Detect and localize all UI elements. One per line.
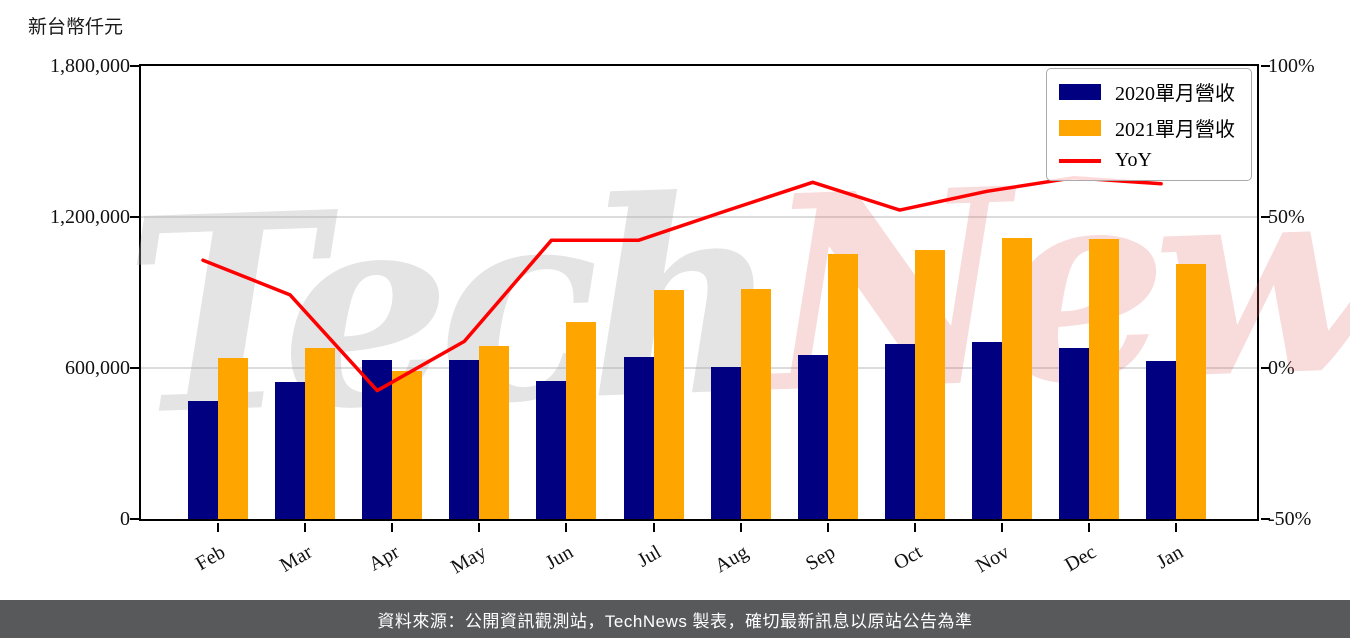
legend: 2020單月營收 2021單月營收 YoY xyxy=(1046,68,1252,181)
left-axis-tick-mark xyxy=(130,216,139,218)
x-axis-tick-mark xyxy=(913,523,916,532)
left-axis-tick-label: 1,800,000 xyxy=(50,55,130,77)
footer-bar: 資料來源：公開資訊觀測站，TechNews 製表，確切最新訊息以原站公告為準 xyxy=(0,600,1350,638)
yoy-line xyxy=(201,175,1163,393)
left-axis-tick-mark xyxy=(130,65,139,67)
x-axis-tick-mark xyxy=(1088,523,1090,532)
bar-2021單月營收-Mar xyxy=(305,348,336,519)
right-axis-tick-label: 50% xyxy=(1268,206,1305,228)
right-axis-tick-label: 0% xyxy=(1268,357,1295,379)
left-axis-tick-label: 600,000 xyxy=(65,357,130,379)
bar-2020單月營收-Jan xyxy=(1146,361,1177,519)
grid-line xyxy=(141,216,1257,218)
bar-2021單月營收-Dec xyxy=(1089,238,1119,519)
x-axis-tick-mark xyxy=(739,523,742,532)
left-axis-tick-label: 1,200,000 xyxy=(50,206,130,228)
bar-2020單月營收-Mar xyxy=(275,381,306,519)
right-axis-tick-label: 100% xyxy=(1268,55,1315,77)
bar-2021單月營收-Jan xyxy=(1176,264,1207,519)
bar-2020單月營收-May xyxy=(449,360,480,519)
grid-line xyxy=(141,367,1257,369)
legend-bar-swatch xyxy=(1059,119,1101,136)
x-axis-tick-mark xyxy=(565,523,568,532)
bar-2021單月營收-Feb xyxy=(218,358,248,519)
bar-2021單月營收-Oct xyxy=(914,249,945,519)
left-axis-tick-mark xyxy=(130,518,139,520)
x-axis-tick-mark xyxy=(1000,523,1003,532)
legend-line-swatch xyxy=(1059,158,1101,163)
right-axis-tick-mark xyxy=(1261,367,1270,369)
bar-2020單月營收-Jul xyxy=(623,357,654,519)
x-axis-tick-mark xyxy=(826,523,829,532)
bar-2021單月營收-Aug xyxy=(740,288,771,519)
plot-inner: TechNews 2020單月營收 2021單月營收 YoY xyxy=(120,66,1350,519)
bar-2021單月營收-May xyxy=(479,346,510,519)
right-axis-tick-mark xyxy=(1261,518,1270,520)
bar-2021單月營收-Jul xyxy=(653,289,684,519)
legend-item-2020單月營收: 2020單月營收 xyxy=(1059,77,1235,106)
bar-2020單月營收-Sep xyxy=(797,355,828,519)
left-axis-tick-label: 0 xyxy=(120,508,130,530)
legend-bar-swatch xyxy=(1059,83,1101,100)
x-axis-tick-mark xyxy=(304,523,307,532)
right-axis-tick-mark xyxy=(1261,65,1270,67)
bar-2020單月營收-Aug xyxy=(710,366,741,519)
footer-text: 資料來源：公開資訊觀測站，TechNews 製表，確切最新訊息以原站公告為準 xyxy=(377,611,973,631)
x-axis-tick-mark xyxy=(478,523,481,532)
bar-2021單月營收-Jun xyxy=(566,321,597,519)
legend-label: 2021單月營收 xyxy=(1115,119,1235,141)
bar-2021單月營收-Nov xyxy=(1001,237,1032,519)
yoy-line-layer xyxy=(201,175,1163,393)
right-axis-tick-label: -50% xyxy=(1268,508,1312,530)
bar-2021單月營收-Apr xyxy=(392,371,423,519)
legend-label: 2020單月營收 xyxy=(1115,83,1235,105)
x-axis-tick-mark xyxy=(391,523,394,532)
legend-item-2021單月營收: 2021單月營收 xyxy=(1059,113,1235,142)
x-axis-tick-mark xyxy=(217,523,219,532)
right-axis-tick-mark xyxy=(1261,216,1270,218)
bar-2021單月營收-Sep xyxy=(827,254,858,519)
x-axis-tick-mark xyxy=(1175,523,1178,532)
bar-2020單月營收-Oct xyxy=(884,343,915,519)
bar-2020單月營收-Nov xyxy=(971,341,1002,519)
bar-2020單月營收-Feb xyxy=(188,400,218,519)
left-axis-unit-label: 新台幣仟元 xyxy=(28,17,124,38)
bar-2020單月營收-Dec xyxy=(1059,348,1089,519)
x-axis-tick-mark xyxy=(652,523,655,532)
bar-2020單月營收-Jun xyxy=(536,380,567,519)
legend-item-YoY: YoY xyxy=(1059,149,1235,172)
plot-area: TechNews 2020單月營收 2021單月營收 YoY xyxy=(120,64,1350,521)
legend-label: YoY xyxy=(1115,149,1152,171)
left-axis-tick-mark xyxy=(130,367,139,369)
